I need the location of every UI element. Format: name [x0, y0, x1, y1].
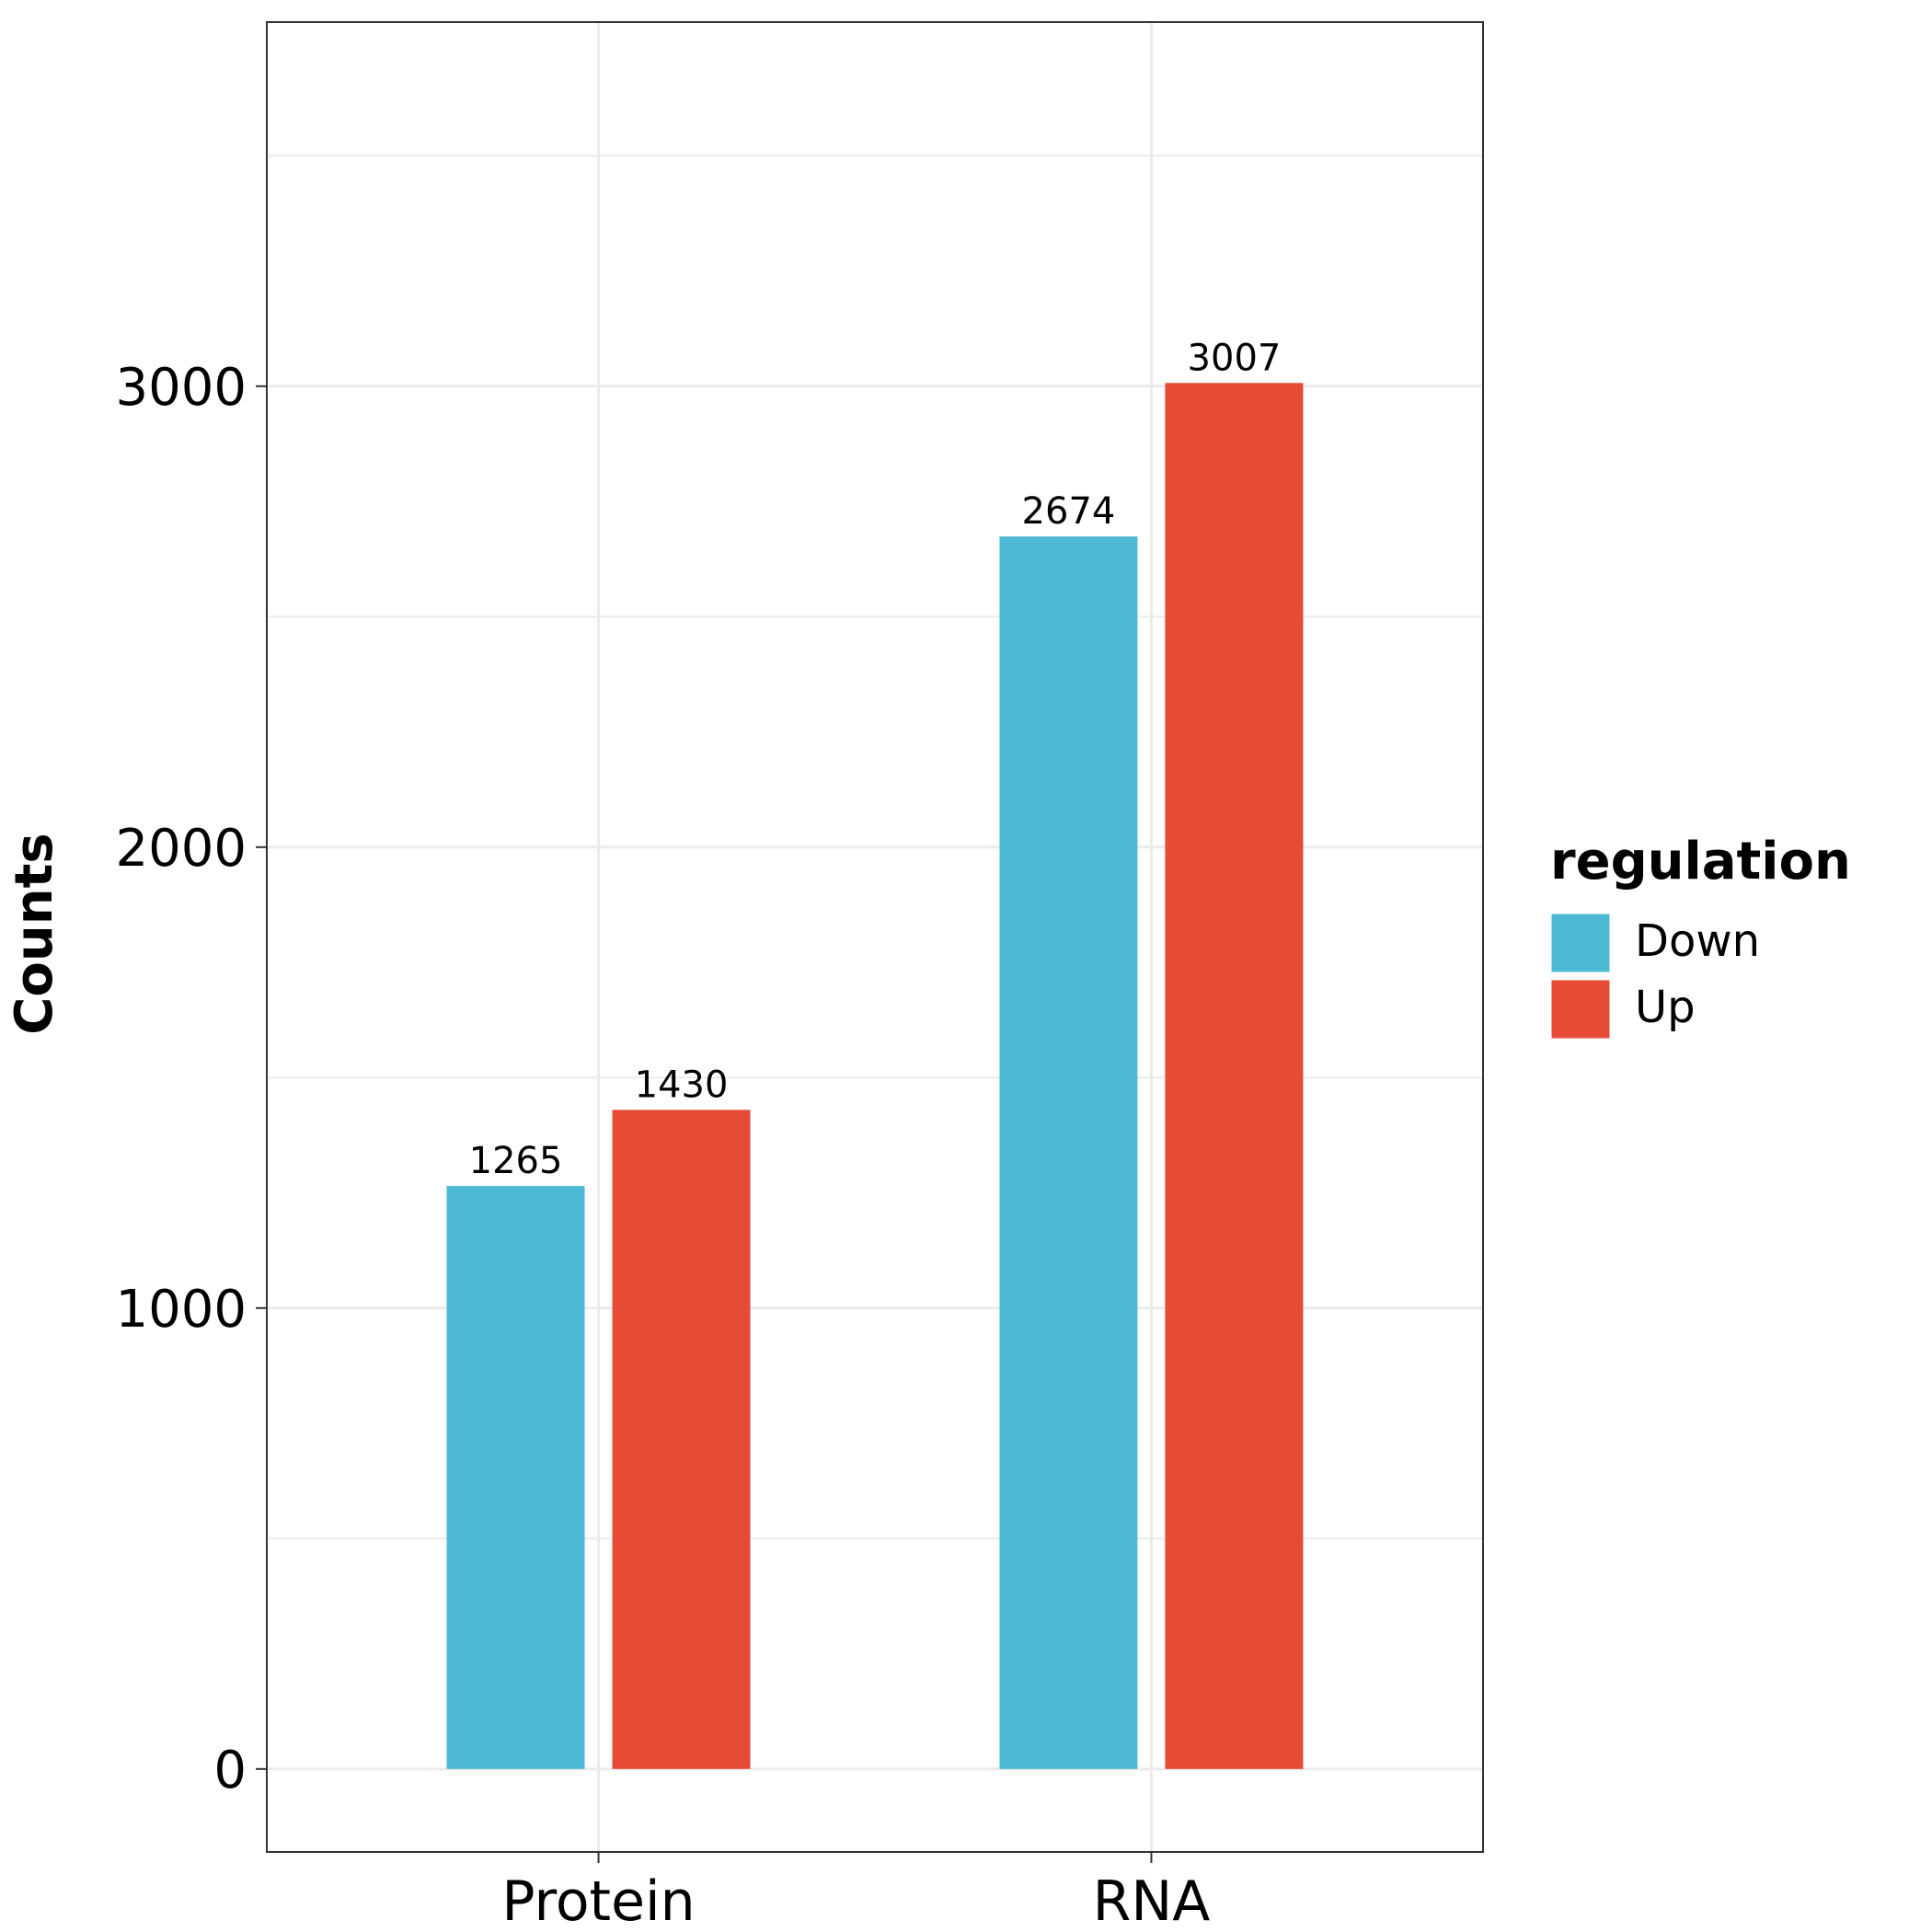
legend-label-up: Up — [1635, 982, 1696, 1033]
y-tick-label: 1000 — [115, 1280, 247, 1340]
x-tick-label: RNA — [1093, 1869, 1211, 1932]
plot-panel-border — [266, 21, 1484, 1853]
bar-up-protein — [612, 1110, 751, 1769]
bar-value-label: 2674 — [1022, 490, 1116, 533]
y-tick-label: 2000 — [115, 819, 247, 879]
bar-value-label: 1265 — [469, 1140, 563, 1182]
bar-down-protein — [446, 1186, 585, 1769]
x-tick-label: Protein — [501, 1869, 695, 1932]
legend-label-down: Down — [1635, 915, 1760, 967]
y-tick-label: 3000 — [115, 358, 247, 418]
bar-up-rna — [1165, 383, 1304, 1769]
bar-value-label: 3007 — [1188, 337, 1282, 379]
bar-down-rna — [999, 536, 1138, 1769]
bar-value-labels: 1265 1430 2674 3007 — [469, 337, 1282, 1182]
y-axis: 0 1000 2000 3000 — [115, 358, 267, 1800]
legend-items: Down Up — [1548, 911, 1760, 1041]
y-axis-title: Counts — [5, 833, 64, 1034]
legend-title: regulation — [1550, 832, 1851, 891]
legend-key-down — [1548, 911, 1613, 975]
bar-value-label: 1430 — [635, 1064, 729, 1106]
legend: regulation Down Up — [1548, 832, 1851, 1041]
bars — [446, 383, 1304, 1769]
legend-key-up — [1548, 977, 1613, 1041]
y-tick-label: 0 — [213, 1741, 247, 1800]
x-axis: Protein RNA — [501, 1852, 1210, 1932]
